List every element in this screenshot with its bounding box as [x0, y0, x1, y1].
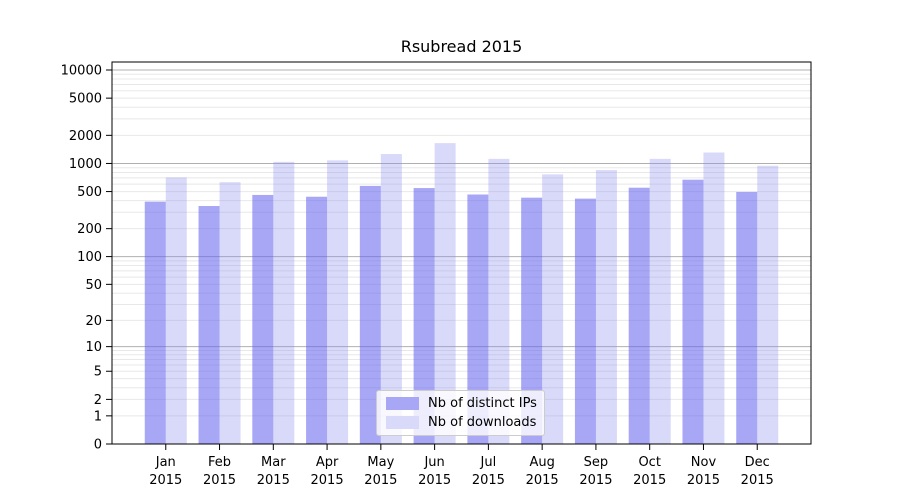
legend-item-distinct-ips: Nb of distinct IPs: [386, 396, 537, 411]
bar-distinct-ips-feb: [198, 206, 220, 444]
x-tick-label-month: May: [367, 455, 394, 470]
bar-downloads-feb: [219, 182, 241, 444]
legend-item-downloads: Nb of downloads: [386, 415, 536, 430]
x-tick-label-year: 2015: [633, 473, 666, 488]
bar-distinct-ips-oct: [628, 187, 650, 444]
bar-downloads-may: [380, 154, 402, 445]
y-tick-label: 100: [77, 250, 102, 265]
legend-swatch-downloads: [386, 416, 419, 429]
x-tick-label-month: Aug: [529, 455, 554, 470]
legend-label-downloads: Nb of downloads: [428, 415, 537, 430]
chart-title: Rsubread 2015: [401, 37, 523, 56]
y-tick-label: 2000: [69, 129, 102, 144]
bar-downloads-apr: [327, 160, 349, 445]
x-tick-label-month: Mar: [261, 455, 286, 470]
x-tick-label-year: 2015: [364, 473, 397, 488]
x-tick-label-month: Oct: [638, 455, 660, 470]
x-tick-label-month: Jan: [155, 455, 176, 470]
bar-distinct-ips-mar: [252, 194, 274, 444]
x-tick-label-year: 2015: [472, 473, 505, 488]
y-tick-label: 2: [94, 393, 102, 408]
bar-downloads-sep: [595, 170, 617, 445]
y-tick-label: 1: [94, 409, 102, 424]
x-tick-label-year: 2015: [149, 473, 182, 488]
x-tick-label-year: 2015: [203, 473, 236, 488]
bar-downloads-jun: [434, 143, 456, 444]
legend-label-distinct-ips: Nb of distinct IPs: [428, 396, 537, 411]
bar-downloads-jul: [488, 158, 510, 444]
y-tick-label: 500: [77, 185, 102, 200]
x-tick-label-year: 2015: [257, 473, 290, 488]
y-tick-label: 5000: [69, 92, 102, 107]
y-tick-label: 5: [94, 365, 102, 380]
legend: Nb of distinct IPs Nb of downloads: [376, 390, 545, 436]
bar-distinct-ips-apr: [306, 196, 328, 444]
legend-swatch-distinct-ips: [386, 397, 419, 410]
bar-downloads-oct: [649, 158, 671, 444]
plot-frame: [111, 61, 812, 445]
bar-distinct-ips-may: [359, 185, 381, 444]
x-tick-label-year: 2015: [687, 473, 720, 488]
bar-downloads-aug: [542, 174, 564, 444]
y-tick-label: 20: [85, 314, 102, 329]
bar-downloads-dec: [757, 165, 779, 444]
x-tick-label-month: Jul: [480, 455, 497, 470]
bar-downloads-mar: [273, 161, 295, 445]
y-tick-label: 10: [85, 340, 102, 355]
x-tick-label-month: Dec: [745, 455, 770, 470]
x-tick-label-year: 2015: [418, 473, 451, 488]
bar-distinct-ips-jun: [413, 188, 435, 444]
bar-downloads-jan: [165, 177, 187, 444]
x-tick-label-month: Feb: [208, 455, 231, 470]
bar-distinct-ips-dec: [736, 191, 758, 444]
x-tick-label-month: Nov: [691, 455, 717, 470]
y-tick-label: 50: [85, 278, 102, 293]
x-tick-label-month: Apr: [316, 455, 339, 470]
x-tick-label-year: 2015: [526, 473, 559, 488]
y-tick-label: 200: [77, 222, 102, 237]
y-tick-label: 10000: [61, 63, 102, 78]
bar-distinct-ips-jan: [144, 201, 166, 444]
x-tick-label-year: 2015: [741, 473, 774, 488]
bar-distinct-ips-sep: [574, 198, 596, 444]
bar-distinct-ips-aug: [521, 197, 543, 444]
y-tick-label: 0: [94, 438, 102, 453]
bar-downloads-nov: [703, 152, 725, 444]
x-tick-label-month: Sep: [584, 455, 609, 470]
x-tick-label-year: 2015: [579, 473, 612, 488]
y-tick-label: 1000: [69, 157, 102, 172]
x-tick-label-month: Jun: [423, 455, 444, 470]
x-tick-label-year: 2015: [311, 473, 344, 488]
bar-distinct-ips-nov: [682, 179, 704, 444]
bar-distinct-ips-jul: [467, 194, 489, 444]
